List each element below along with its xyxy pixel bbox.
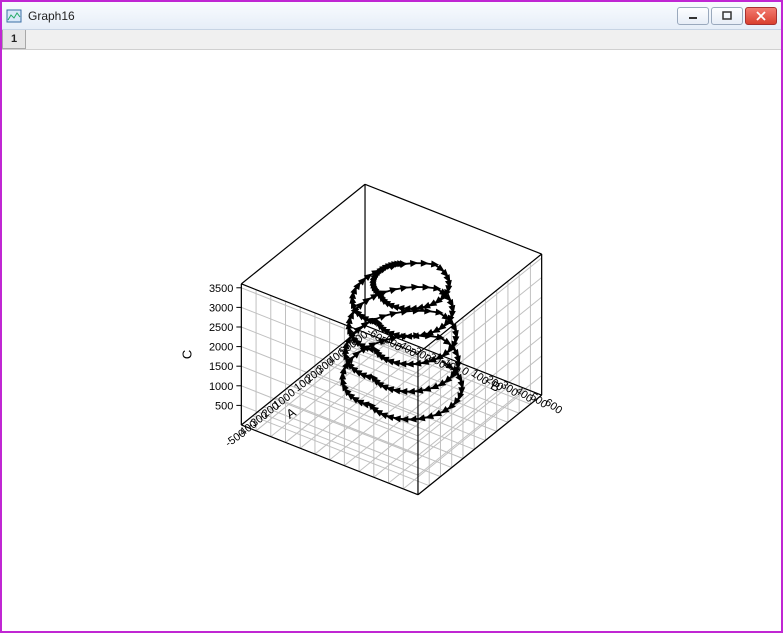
svg-text:1500: 1500 [209, 361, 233, 373]
window-title: Graph16 [28, 9, 677, 23]
svg-text:2000: 2000 [209, 342, 233, 354]
svg-text:3500: 3500 [209, 283, 233, 295]
titlebar[interactable]: Graph16 [2, 2, 781, 30]
graph-window: Graph16 1 500100015002000250030003500-50… [0, 0, 783, 633]
maximize-button[interactable] [711, 7, 743, 25]
app-icon [6, 8, 22, 24]
layer-tab-1[interactable]: 1 [2, 30, 26, 49]
svg-text:3000: 3000 [209, 302, 233, 314]
svg-text:C: C [179, 350, 194, 359]
minimize-button[interactable] [677, 7, 709, 25]
svg-text:500: 500 [215, 400, 233, 412]
3d-chart: 500100015002000250030003500-500-400-300-… [4, 50, 779, 629]
close-button[interactable] [745, 7, 777, 25]
svg-text:2500: 2500 [209, 322, 233, 334]
toolbar: 1 [2, 30, 781, 50]
plot-area[interactable]: 500100015002000250030003500-500-400-300-… [4, 50, 779, 629]
window-controls [677, 7, 777, 25]
svg-text:1000: 1000 [209, 381, 233, 393]
